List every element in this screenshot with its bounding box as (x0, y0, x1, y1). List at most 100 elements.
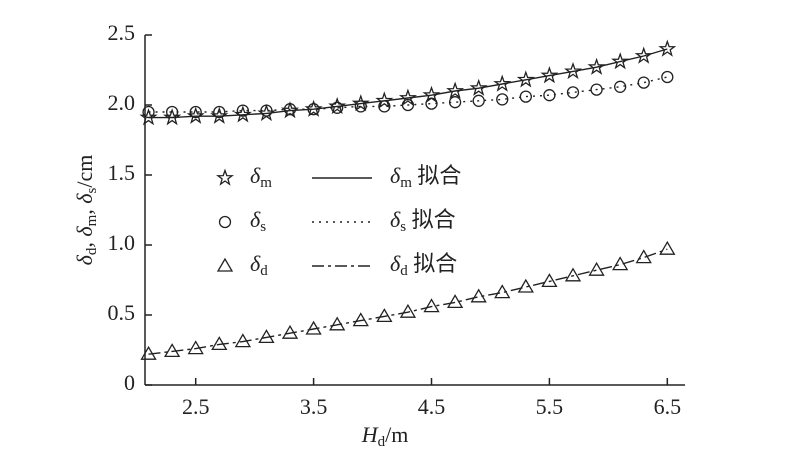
marker (354, 100, 367, 113)
legend-fit-label: δs 拟合 (390, 207, 456, 235)
marker (611, 52, 630, 70)
marker (236, 104, 250, 117)
marker (658, 39, 677, 57)
marker (305, 320, 322, 335)
marker (564, 61, 583, 80)
text-part: δ (250, 207, 261, 232)
marker (189, 105, 202, 119)
marker (399, 303, 417, 318)
marker (635, 249, 652, 264)
fit-line (148, 248, 668, 355)
text-part: 拟合 (412, 163, 462, 188)
marker (140, 345, 157, 360)
text-part: δ (390, 163, 401, 188)
y-tick-label: 0 (124, 370, 135, 395)
text-part: 拟合 (406, 207, 456, 232)
marker (423, 298, 440, 313)
y-tick-label: 2.5 (108, 20, 136, 45)
marker (163, 108, 182, 126)
marker (376, 308, 393, 323)
legend-marker (216, 257, 234, 272)
legend-marker (218, 215, 232, 229)
text-part: , δ (72, 193, 97, 215)
legend-label: δd (250, 251, 268, 279)
marker (331, 101, 344, 114)
marker (612, 256, 629, 271)
x-tick-label: 4.5 (418, 394, 446, 419)
marker (281, 324, 299, 339)
text-part: 拟合 (408, 251, 458, 276)
marker (566, 86, 580, 99)
marker (469, 78, 488, 96)
marker (564, 267, 582, 282)
marker (213, 105, 226, 119)
marker (398, 88, 418, 106)
legend-fit-label: δd 拟合 (390, 251, 457, 279)
text-part: s (260, 219, 266, 235)
marker (541, 273, 558, 288)
y-tick-label: 1.0 (108, 230, 136, 255)
text-part: δ (390, 207, 401, 232)
marker (587, 57, 606, 75)
marker (496, 93, 509, 106)
legend-label: δs (250, 207, 266, 235)
marker (493, 74, 512, 92)
marker (637, 76, 650, 89)
text-part: d (378, 434, 386, 450)
marker (142, 105, 155, 119)
marker (163, 343, 181, 358)
legend-label: δm (250, 163, 272, 191)
marker (375, 91, 394, 109)
marker (540, 66, 559, 84)
text-part: m (84, 214, 100, 226)
marker (283, 103, 297, 116)
marker (543, 89, 556, 102)
legend-fit-label: δm 拟合 (390, 163, 461, 191)
marker (470, 288, 487, 303)
text-part: d (400, 263, 408, 279)
text-part: m (260, 175, 272, 191)
text-part: /cm (72, 155, 97, 188)
marker (329, 316, 346, 331)
marker (446, 294, 464, 309)
text-part: d (84, 247, 100, 255)
marker (258, 329, 275, 344)
text-part: s (84, 187, 100, 193)
marker (614, 80, 627, 93)
marker (472, 94, 485, 107)
marker (661, 70, 674, 84)
marker (659, 240, 676, 255)
x-tick-label: 3.5 (300, 394, 328, 419)
marker (494, 284, 511, 299)
marker (401, 98, 415, 112)
marker (139, 108, 158, 126)
x-tick-label: 5.5 (536, 394, 564, 419)
x-tick-label: 2.5 (182, 394, 210, 419)
marker (517, 278, 534, 293)
text-part: , δ (72, 226, 97, 248)
y-tick-label: 2.0 (108, 90, 136, 115)
marker (446, 81, 465, 99)
marker (307, 103, 320, 116)
marker (211, 336, 228, 351)
y-axis-label: δd, δm, δs/cm (72, 155, 100, 266)
fit-line (148, 48, 668, 119)
legend-marker (216, 168, 234, 186)
text-part: δ (250, 251, 261, 276)
marker (260, 104, 273, 117)
marker (634, 46, 653, 64)
text-part: δ (250, 163, 261, 188)
marker (590, 83, 603, 96)
y-tick-label: 1.5 (108, 160, 136, 185)
text-part: H (361, 422, 379, 447)
marker (165, 105, 179, 119)
text-part: d (260, 263, 268, 279)
marker (352, 312, 369, 327)
marker (234, 333, 251, 348)
marker (448, 96, 462, 109)
marker (588, 261, 605, 276)
text-part: s (400, 219, 406, 235)
y-tick-label: 0.5 (108, 300, 136, 325)
marker (425, 97, 438, 110)
